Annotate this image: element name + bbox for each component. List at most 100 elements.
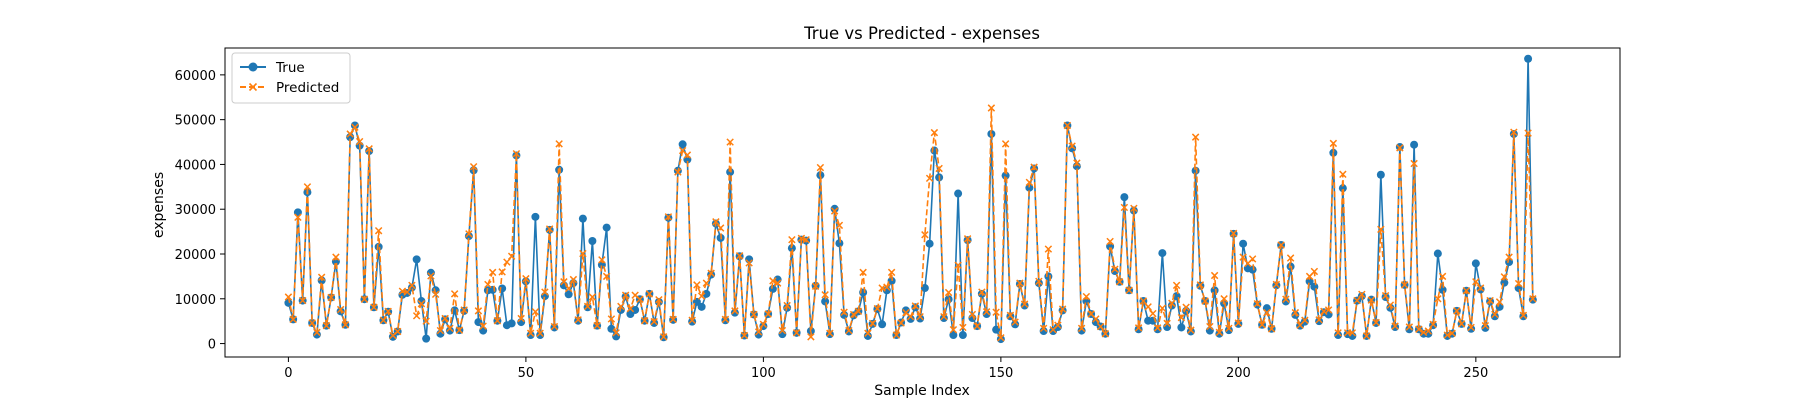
data-point-predicted: [973, 322, 981, 330]
data-point-predicted: [669, 315, 677, 324]
data-point-predicted: [1058, 305, 1067, 313]
data-point-predicted: [1030, 163, 1038, 171]
data-point-true: [1239, 239, 1248, 248]
data-point-predicted: [1453, 307, 1461, 315]
data-point-true: [1315, 317, 1324, 326]
data-point-predicted: [564, 284, 573, 293]
data-point-predicted: [1172, 281, 1181, 290]
y-tick-label: 60000: [175, 69, 216, 84]
data-point-predicted: [1272, 280, 1281, 289]
data-point-true: [830, 204, 839, 213]
data-point-predicted: [1429, 320, 1437, 329]
data-point-predicted: [360, 295, 369, 303]
data-point-predicted: [1153, 324, 1162, 332]
data-point-predicted: [1500, 273, 1509, 281]
legend-label-predicted: Predicted: [276, 80, 339, 96]
data-point-predicted: [873, 304, 882, 313]
data-point-true: [1334, 331, 1343, 340]
data-point-predicted: [460, 306, 468, 314]
data-point-predicted: [1386, 301, 1395, 309]
data-point-predicted: [617, 302, 625, 311]
data-point-predicted: [488, 268, 497, 277]
y-axis-label: expenses: [151, 172, 167, 238]
data-point-predicted: [446, 324, 454, 333]
plot-area: 0 50 100 150 200 250 0 10000 20000 30000 40000 500…: [175, 47, 1621, 381]
data-point-true: [564, 290, 573, 299]
data-point-true: [1120, 193, 1129, 202]
data-point-predicted: [1334, 329, 1342, 337]
data-point-predicted: [773, 279, 782, 287]
data-point-predicted: [545, 225, 554, 233]
data-point-predicted: [802, 235, 810, 244]
data-point-predicted: [1182, 303, 1190, 312]
data-point-true: [1153, 325, 1162, 334]
data-point-predicted: [1196, 281, 1205, 289]
data-point-true: [1281, 297, 1290, 306]
data-point-true: [1077, 326, 1086, 335]
data-point-predicted: [1263, 308, 1271, 317]
data-point-predicted: [1134, 324, 1143, 332]
data-point-predicted: [821, 291, 829, 299]
data-point-predicted: [1339, 170, 1347, 179]
data-point-predicted: [289, 315, 297, 324]
data-point-predicted: [593, 321, 601, 330]
data-point-true: [1025, 183, 1034, 192]
data-point-predicted: [940, 312, 948, 321]
data-point-predicted: [1467, 323, 1475, 332]
data-point-true: [1490, 312, 1499, 321]
data-point-predicted: [507, 252, 516, 260]
data-point-predicted: [1068, 142, 1076, 150]
data-point-true: [374, 242, 383, 251]
data-point-predicted: [1092, 315, 1100, 323]
data-point-true: [1310, 282, 1319, 291]
data-point-predicted: [522, 274, 530, 283]
data-point-predicted: [1258, 321, 1266, 329]
data-point-predicted: [441, 314, 449, 323]
data-point-true: [1191, 166, 1200, 175]
data-point-true: [445, 326, 454, 335]
data-point-predicted: [1054, 321, 1062, 329]
data-point-predicted: [735, 252, 744, 260]
data-point-true: [1524, 54, 1533, 63]
data-point-true: [531, 212, 540, 221]
data-point-predicted: [1187, 326, 1195, 334]
data-point-true: [1405, 325, 1414, 334]
data-point-predicted: [1434, 295, 1442, 303]
data-point-predicted: [788, 235, 796, 244]
data-point-predicted: [1225, 324, 1233, 333]
data-point-predicted: [370, 303, 378, 312]
data-point-true: [768, 284, 777, 293]
data-point-predicted: [1016, 279, 1024, 287]
data-point-true: [1068, 144, 1077, 153]
data-point-predicted: [911, 302, 920, 310]
data-point-predicted: [512, 149, 521, 158]
y-tick-label: 0: [208, 338, 216, 353]
data-point-predicted: [674, 168, 682, 176]
data-point-predicted: [393, 327, 402, 336]
data-point-predicted: [579, 249, 587, 258]
data-point-predicted: [987, 104, 996, 112]
data-point-predicted: [959, 323, 967, 332]
data-point-predicted: [1101, 329, 1110, 338]
data-point-predicted: [792, 329, 801, 337]
data-point-predicted: [1082, 292, 1091, 301]
data-point-predicted: [1206, 322, 1214, 331]
data-point-true: [578, 214, 587, 223]
data-point-predicted: [1529, 295, 1537, 303]
data-point-predicted: [702, 279, 711, 287]
data-point-predicted: [550, 322, 559, 331]
data-point-true: [678, 140, 687, 149]
data-point-true: [350, 121, 359, 130]
data-point-true: [1011, 320, 1020, 329]
data-point-true: [498, 284, 507, 293]
data-point-predicted: [621, 291, 630, 299]
data-point-true: [840, 310, 849, 319]
data-point-predicted: [830, 207, 839, 215]
data-point-true: [901, 306, 910, 315]
data-point-predicted: [778, 326, 787, 335]
data-point-true: [996, 335, 1005, 344]
data-point-predicted: [1472, 278, 1480, 286]
data-point-true: [1262, 304, 1271, 313]
data-point-predicted: [1457, 320, 1466, 328]
data-point-true: [1481, 323, 1490, 332]
